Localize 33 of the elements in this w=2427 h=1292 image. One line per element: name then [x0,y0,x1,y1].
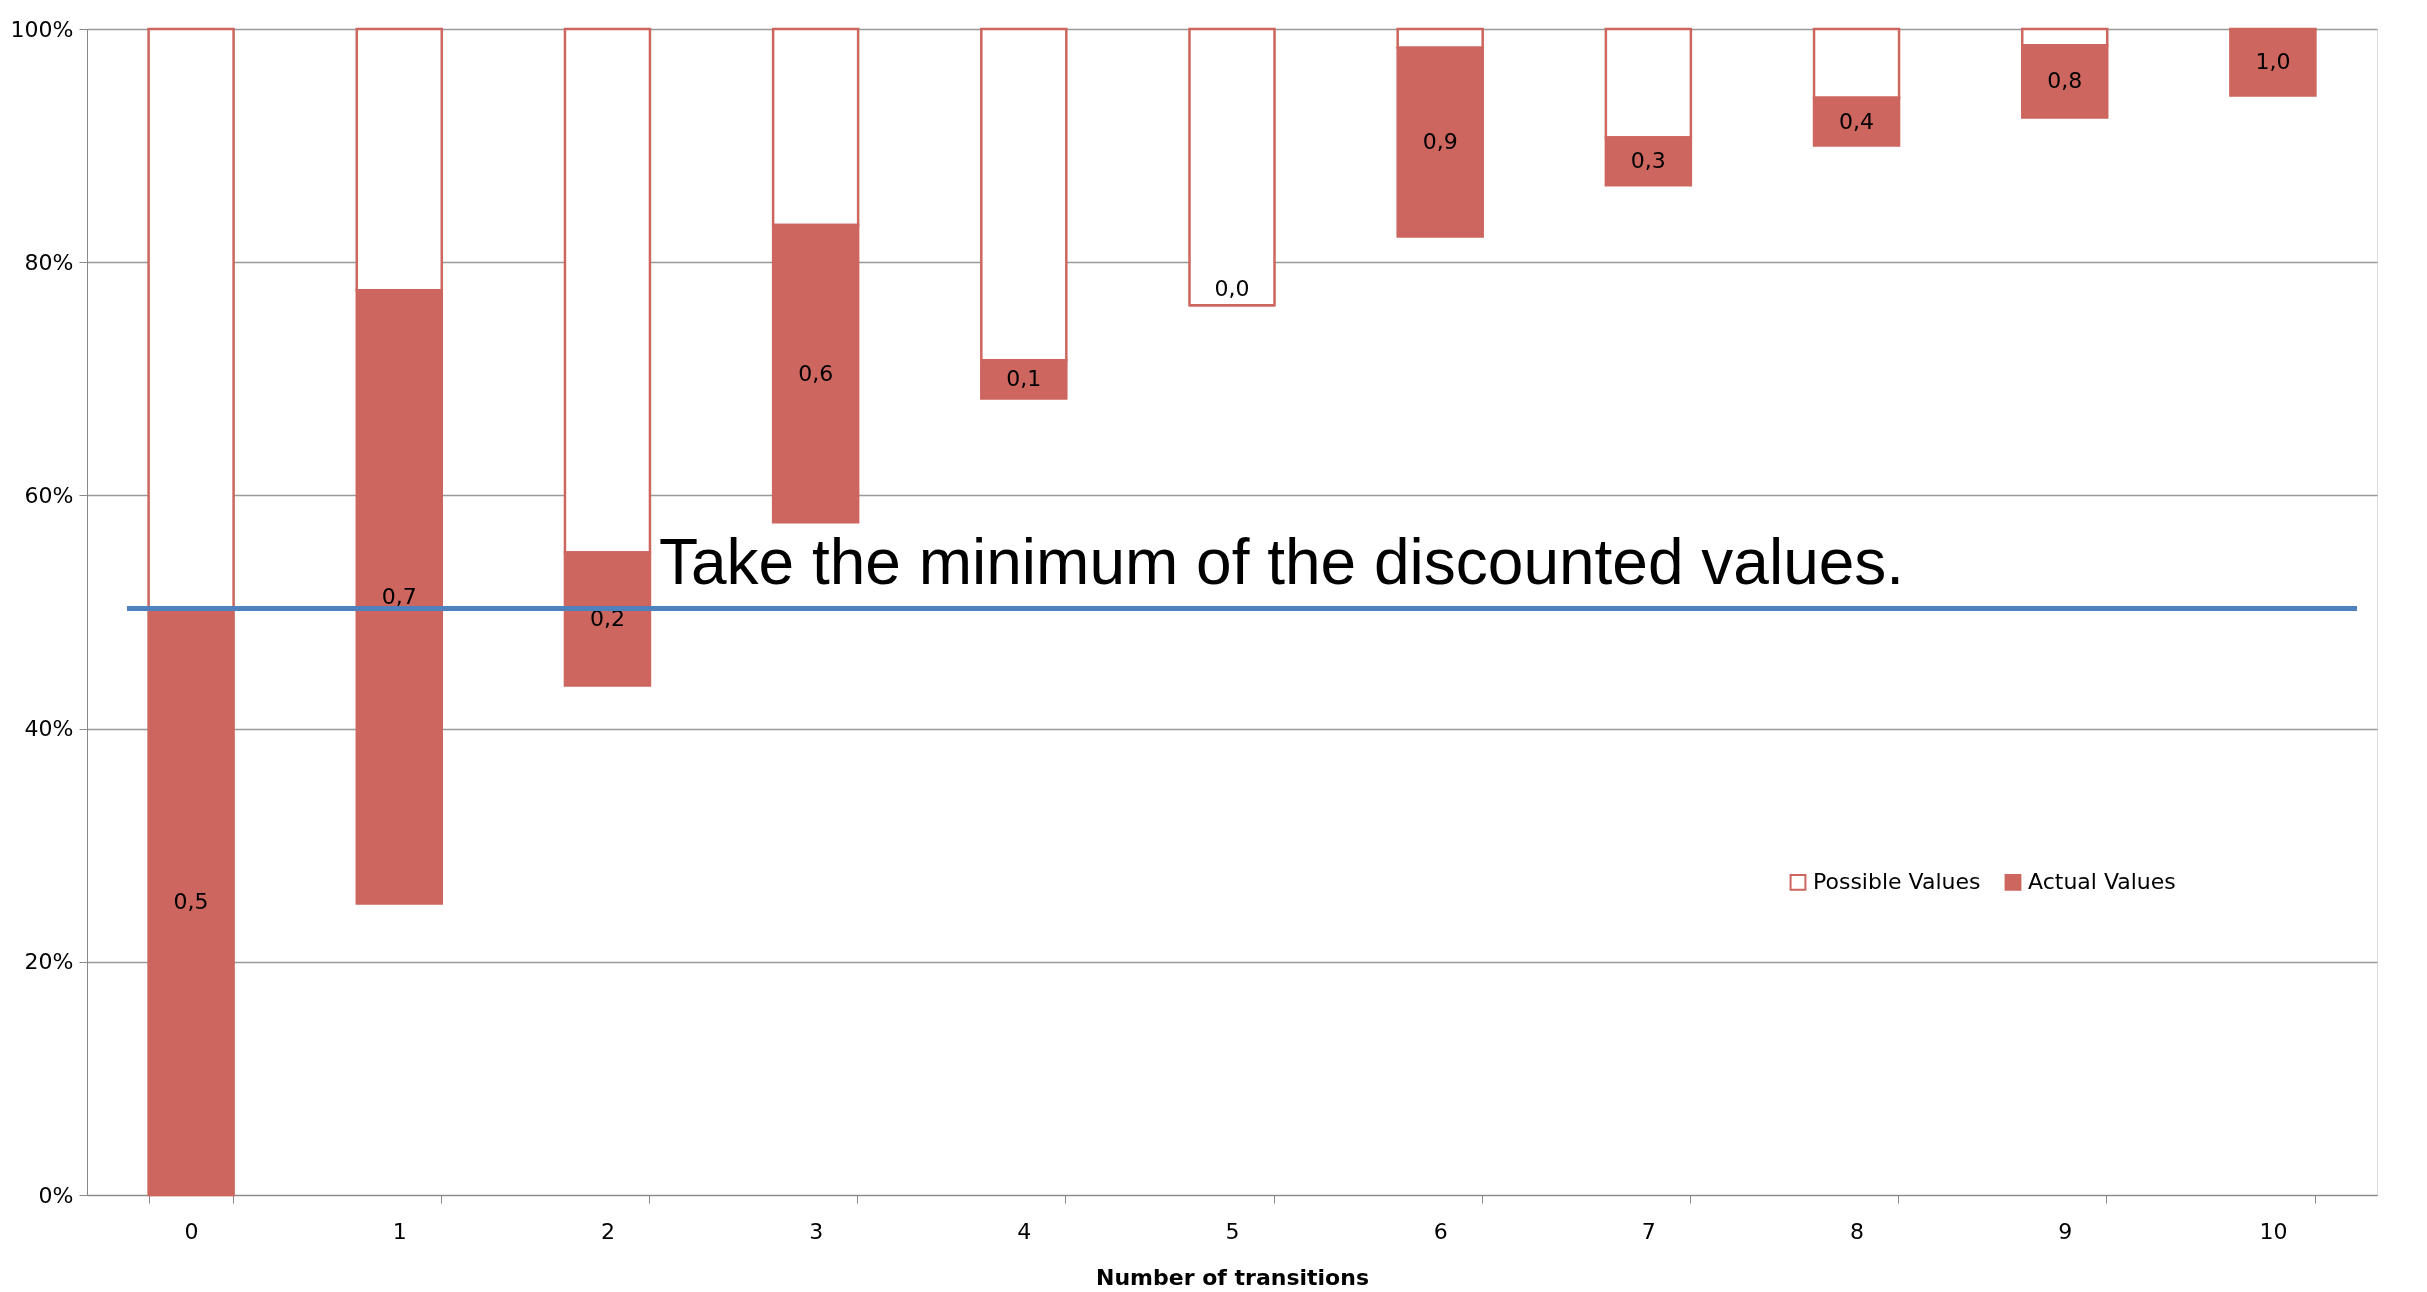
x-tick-label: 5 [1225,1218,1240,1244]
x-tick-label: 3 [809,1218,824,1244]
x-tick-label: 9 [2058,1218,2073,1244]
ref-line-label: Take the minimum of the discounted values. [659,525,1905,598]
y-tick-label: 100% [10,16,74,42]
y-tick-label: 20% [24,949,74,975]
x-tick-label: 2 [600,1218,615,1244]
x-tick-label: 1 [392,1218,407,1244]
annotation: 0,4 [1839,108,1875,134]
x-tick-label: 0 [184,1218,199,1244]
legend-label: Possible Values [1813,869,1981,895]
annotation: 0,7 [381,583,417,609]
annotation: 0,8 [2047,68,2083,94]
bar [1188,27,1276,307]
y-tick-label: 40% [24,716,74,742]
annotation: 0,5 [173,888,209,914]
annotation: 1,0 [2255,49,2291,75]
x-tick-label: 6 [1433,1218,1448,1244]
annotation: 0,0 [1214,276,1250,302]
y-tick-label: 60% [24,482,74,508]
x-tick-label: 4 [1017,1218,1032,1244]
annotation: 0,9 [1422,129,1458,155]
x-tick-label: 8 [1850,1218,1865,1244]
bar [2229,27,2317,97]
y-tick-label: 0% [38,1182,74,1208]
annotation: 0,3 [1630,148,1666,174]
x-tick-label: 7 [1641,1218,1656,1244]
legend-label: Actual Values [2028,869,2176,895]
y-tick-label: 80% [24,249,74,275]
annotation: 0,6 [798,360,834,386]
x-tick-label: 10 [2259,1218,2288,1244]
annotation: 0,1 [1006,366,1042,392]
x-axis-title: Number of transitions [1096,1264,1369,1290]
